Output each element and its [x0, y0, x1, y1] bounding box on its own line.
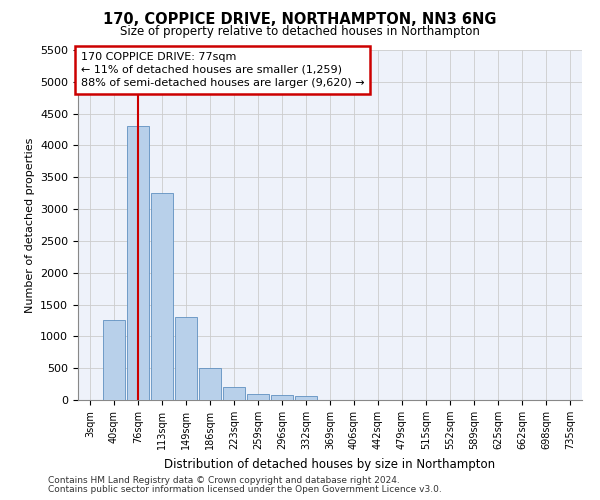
Bar [199, 368, 221, 400]
Bar [151, 193, 173, 400]
Text: 170 COPPICE DRIVE: 77sqm
← 11% of detached houses are smaller (1,259)
88% of sem: 170 COPPICE DRIVE: 77sqm ← 11% of detach… [80, 52, 364, 88]
Text: Size of property relative to detached houses in Northampton: Size of property relative to detached ho… [120, 25, 480, 38]
Bar [223, 388, 245, 400]
Bar [103, 320, 125, 400]
Bar [127, 126, 149, 400]
Y-axis label: Number of detached properties: Number of detached properties [25, 138, 35, 312]
Text: Contains public sector information licensed under the Open Government Licence v3: Contains public sector information licen… [48, 485, 442, 494]
Bar [175, 318, 197, 400]
Text: 170, COPPICE DRIVE, NORTHAMPTON, NN3 6NG: 170, COPPICE DRIVE, NORTHAMPTON, NN3 6NG [103, 12, 497, 28]
Bar [295, 396, 317, 400]
Bar [247, 394, 269, 400]
Text: Contains HM Land Registry data © Crown copyright and database right 2024.: Contains HM Land Registry data © Crown c… [48, 476, 400, 485]
Bar [271, 395, 293, 400]
X-axis label: Distribution of detached houses by size in Northampton: Distribution of detached houses by size … [164, 458, 496, 470]
